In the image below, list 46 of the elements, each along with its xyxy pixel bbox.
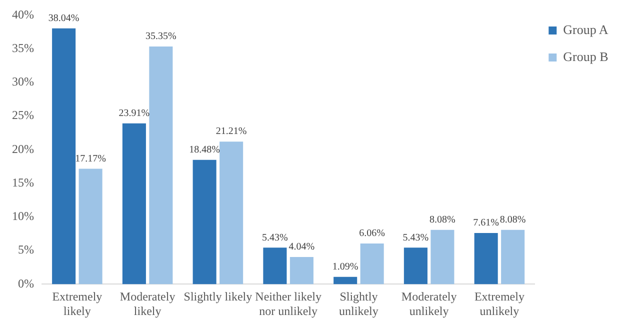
data-label: 6.06% — [359, 228, 385, 240]
bar — [334, 276, 358, 284]
x-tick-label: Slightly unlikely — [339, 290, 378, 318]
legend-label: Group A — [563, 22, 609, 37]
y-tick-label: 15% — [12, 175, 34, 190]
x-tick-label: Slightly likely — [184, 290, 252, 304]
data-label: 5.43% — [262, 232, 288, 244]
data-label: 5.43% — [402, 232, 429, 244]
data-label: 8.08% — [500, 214, 526, 226]
data-label: 1.09% — [332, 261, 358, 272]
y-tick-label: 35% — [12, 40, 34, 55]
x-tick-label: Moderately unlikely — [401, 290, 457, 318]
data-label: 35.35% — [146, 31, 176, 42]
bar — [122, 123, 146, 284]
bar — [52, 28, 76, 284]
data-label: 21.21% — [216, 126, 247, 138]
bar — [290, 257, 314, 284]
bar — [474, 233, 498, 284]
bar — [501, 230, 525, 284]
bar — [220, 142, 244, 284]
y-tick-label: 25% — [12, 108, 34, 122]
bar — [192, 160, 216, 284]
legend-label: Group B — [563, 48, 609, 64]
data-label: 18.48% — [189, 144, 220, 156]
data-label: 23.91% — [118, 108, 150, 120]
data-label: 17.17% — [75, 153, 106, 164]
bar — [430, 230, 454, 284]
y-tick-label: 20% — [12, 142, 34, 156]
bar — [263, 248, 287, 284]
data-label: 7.61% — [473, 218, 500, 229]
data-label: 38.04% — [48, 13, 80, 24]
y-tick-label: 5% — [18, 242, 34, 257]
y-tick-label: 10% — [12, 209, 34, 224]
x-tick-label: Moderately likely — [120, 290, 176, 318]
data-label: 8.08% — [430, 214, 456, 226]
bar — [360, 243, 384, 284]
bar — [404, 248, 428, 284]
y-tick-label: 30% — [12, 74, 34, 89]
x-tick-label: Neither likely nor unlikely — [255, 290, 322, 318]
bar — [149, 46, 173, 284]
x-tick-label: Extremely likely — [52, 290, 102, 318]
y-tick-label: 40% — [12, 7, 34, 22]
x-tick-label: Extremely unlikely — [474, 290, 524, 318]
y-tick-label: 0% — [18, 276, 34, 290]
bar — [78, 168, 102, 284]
data-label: 4.04% — [288, 242, 315, 253]
